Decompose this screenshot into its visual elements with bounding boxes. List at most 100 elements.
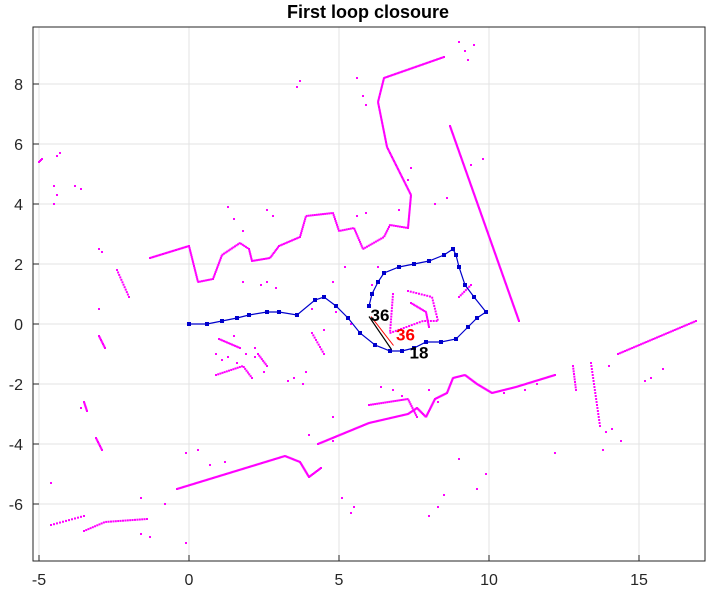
scan-point — [317, 443, 319, 445]
scan-point — [319, 346, 321, 348]
scan-point — [275, 247, 278, 250]
scan-point — [179, 486, 182, 489]
scan-point — [393, 416, 396, 419]
scan-point — [196, 277, 199, 280]
scan-point — [177, 487, 180, 490]
scan-point — [347, 228, 350, 231]
scan-point — [112, 520, 115, 523]
scan-point — [204, 279, 207, 282]
scan-point — [431, 59, 434, 62]
scan-point — [400, 414, 403, 417]
loop-closure-line — [368, 316, 392, 350]
scan-point — [489, 240, 492, 243]
scan-point — [247, 466, 250, 469]
scan-point — [306, 472, 309, 475]
scan-point — [193, 268, 196, 271]
scan-point — [95, 437, 97, 439]
scan-point — [389, 321, 392, 324]
scan-point — [407, 224, 410, 227]
scan-point — [656, 336, 658, 339]
scan-point — [382, 130, 385, 133]
scan-point — [379, 111, 382, 114]
scan-point — [484, 224, 487, 227]
scan-point — [471, 188, 474, 191]
scan-point — [458, 458, 460, 460]
scan-point — [464, 170, 467, 172]
scan-point — [83, 401, 85, 403]
scan-point — [400, 327, 403, 330]
scan-point — [392, 159, 395, 162]
scan-point — [620, 440, 622, 442]
scan-point — [295, 459, 298, 462]
scan-point — [476, 383, 479, 386]
scan-point — [391, 157, 394, 160]
scan-point — [214, 476, 217, 479]
scan-point — [427, 61, 430, 64]
scan-point — [408, 401, 411, 404]
scan-point — [382, 127, 385, 130]
scan-point — [189, 250, 192, 253]
scan-point — [201, 480, 204, 483]
scan-point — [647, 340, 650, 343]
scan-point — [650, 338, 653, 341]
scan-point — [390, 315, 393, 318]
scan-point — [675, 328, 678, 331]
scan-point — [654, 337, 657, 340]
scan-point — [309, 214, 312, 217]
scan-point — [379, 91, 382, 94]
scan-point — [455, 143, 458, 146]
scan-point — [53, 523, 55, 526]
scan-point — [351, 227, 354, 230]
scan-point — [380, 85, 383, 88]
scan-point — [423, 62, 426, 65]
scan-point — [178, 487, 181, 490]
scan-point — [510, 298, 513, 301]
scan-point — [328, 212, 331, 215]
scan-point — [475, 201, 478, 204]
scan-point — [574, 383, 577, 386]
scan-point — [487, 233, 490, 236]
scan-point — [250, 259, 253, 262]
scan-point — [225, 472, 228, 475]
scan-point — [185, 542, 187, 544]
scan-point — [381, 122, 384, 125]
scan-point — [327, 438, 330, 441]
trajectory-node — [472, 295, 476, 299]
scan-point — [281, 243, 284, 246]
scan-point — [455, 144, 458, 147]
scan-point — [390, 416, 393, 419]
scan-point — [204, 479, 207, 482]
trajectory-node — [424, 340, 428, 344]
trajectory-node — [400, 349, 404, 353]
scan-point — [500, 271, 503, 274]
scan-point — [409, 200, 412, 203]
scan-point — [300, 230, 303, 233]
scan-point — [405, 326, 408, 329]
scan-point — [77, 516, 79, 519]
scan-point — [84, 404, 87, 407]
scan-point — [429, 60, 432, 63]
scan-point — [524, 382, 527, 385]
scan-point — [387, 148, 390, 151]
scan-point — [573, 375, 576, 378]
scan-point — [380, 116, 383, 119]
scan-point — [214, 270, 217, 273]
scan-point — [476, 488, 478, 490]
scan-point — [511, 301, 514, 304]
scan-point — [496, 258, 499, 261]
scan-point — [400, 399, 403, 402]
scan-point — [402, 326, 405, 329]
scan-point — [317, 343, 320, 346]
scan-point — [153, 255, 156, 258]
scan-point — [246, 466, 249, 469]
scan-point — [238, 242, 241, 245]
scan-point — [190, 255, 193, 258]
scan-point — [177, 248, 180, 251]
scan-point — [573, 373, 575, 375]
scan-point — [83, 402, 86, 405]
scan-point — [62, 520, 64, 523]
scan-point — [377, 266, 379, 268]
scan-point — [250, 258, 253, 261]
scan-point — [367, 244, 370, 247]
